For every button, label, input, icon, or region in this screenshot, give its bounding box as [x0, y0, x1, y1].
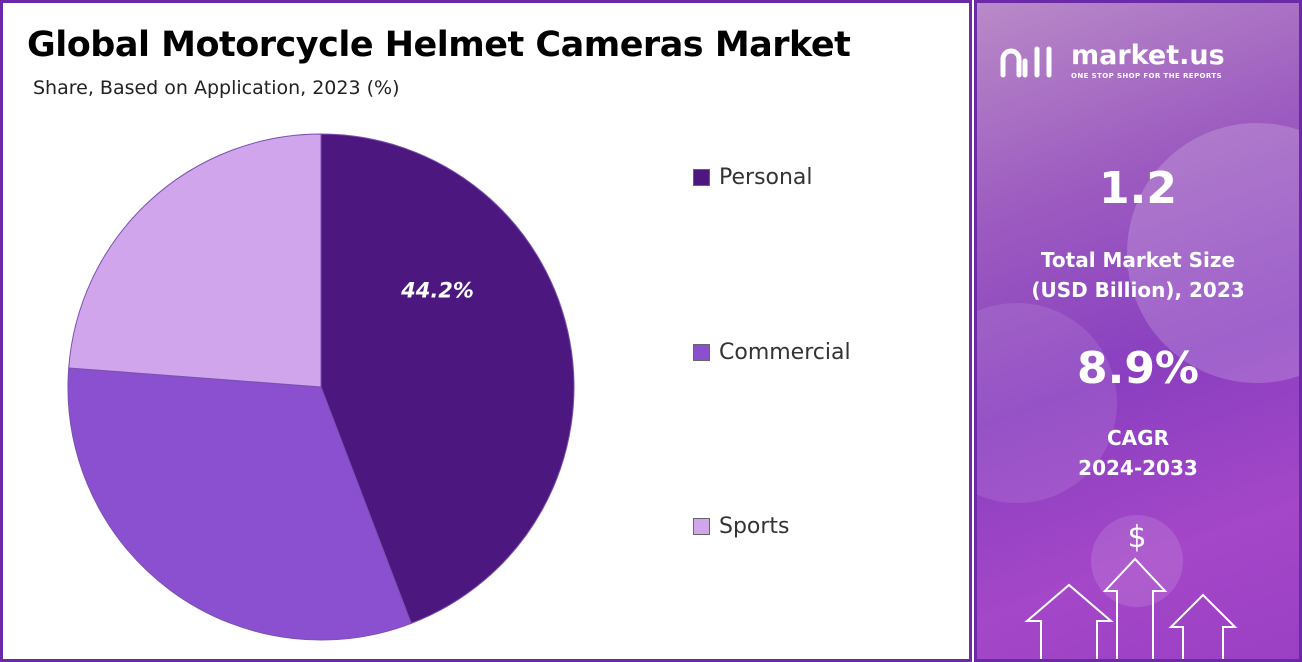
pie-slice-personal [320, 133, 575, 625]
panel-divider [969, 0, 977, 662]
cagr-label: CAGR 2024-2033 [977, 423, 1299, 483]
legend-label-commercial: Commercial [719, 340, 851, 365]
brand-name: market.us [1071, 40, 1225, 71]
legend-swatch-personal [693, 169, 710, 186]
cagr-label-line1: CAGR [1107, 426, 1169, 450]
stats-panel: market.us ONE STOP SHOP FOR THE REPORTS … [977, 3, 1299, 659]
pie-slice-sports [68, 133, 322, 388]
brand-logo: market.us ONE STOP SHOP FOR THE REPORTS [997, 41, 1225, 81]
chart-title: Global Motorcycle Helmet Cameras Market [27, 25, 851, 65]
pie-data-label-personal: 44.2% [400, 279, 474, 303]
legend-item-commercial: Commercial [693, 340, 851, 365]
legend-label-sports: Sports [719, 514, 790, 539]
growth-decoration: $ [1024, 515, 1238, 659]
legend-item-sports: Sports [693, 514, 790, 539]
market-us-logo-icon [1000, 46, 1052, 78]
market-size-label-line2: (USD Billion), 2023 [1031, 278, 1245, 302]
pie-slice-commercial [67, 367, 412, 641]
chart-subtitle: Share, Based on Application, 2023 (%) [33, 77, 400, 99]
dollar-icon: $ [1127, 520, 1146, 555]
market-size-label: Total Market Size (USD Billion), 2023 [977, 245, 1299, 305]
cagr-value: 8.9% [1076, 343, 1200, 394]
legend-swatch-sports [693, 518, 710, 535]
market-size-value: 1.2 [1099, 163, 1177, 214]
chart-panel: Global Motorcycle Helmet Cameras Market … [3, 3, 969, 659]
legend-swatch-commercial [693, 344, 710, 361]
pie-chart: 44.2% [67, 133, 575, 641]
cagr-label-line2: 2024-2033 [1078, 456, 1198, 480]
up-arrow-icon [1024, 557, 1238, 659]
legend-item-personal: Personal [693, 165, 813, 190]
brand-tagline: ONE STOP SHOP FOR THE REPORTS [1071, 72, 1222, 80]
market-size-label-line1: Total Market Size [1040, 248, 1236, 272]
legend-label-personal: Personal [719, 165, 813, 190]
